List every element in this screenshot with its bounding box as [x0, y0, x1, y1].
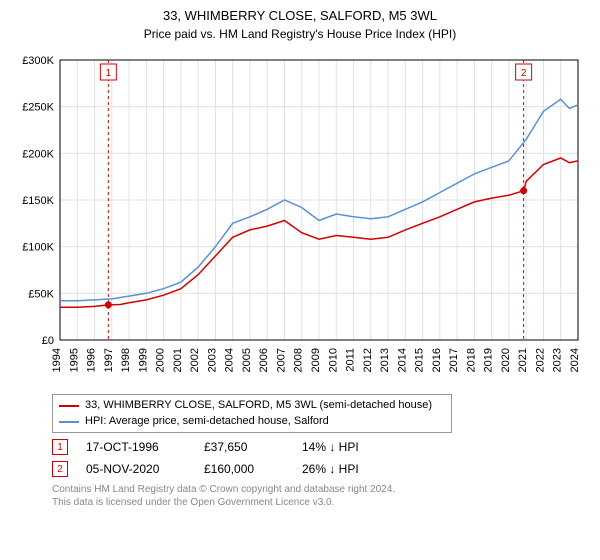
legend-swatch: [59, 421, 79, 423]
legend-label: HPI: Average price, semi-detached house,…: [85, 414, 329, 429]
svg-text:2024: 2024: [569, 348, 581, 372]
point-delta: 26% ↓ HPI: [302, 462, 359, 476]
svg-text:2004: 2004: [224, 348, 236, 372]
svg-text:2017: 2017: [448, 348, 460, 372]
svg-text:2007: 2007: [275, 348, 287, 372]
svg-text:1994: 1994: [51, 348, 63, 372]
point-id-box: 1: [52, 439, 68, 455]
svg-text:2023: 2023: [552, 348, 564, 372]
point-date: 05-NOV-2020: [86, 462, 186, 476]
chart-plot-area: £0 £50K £100K £150K £200K £250K £300K 1994 1995 1…: [12, 48, 588, 388]
chart-container: 33, WHIMBERRY CLOSE, SALFORD, M5 3WL Pri…: [0, 0, 600, 560]
svg-text:£200K: £200K: [22, 149, 54, 161]
svg-text:2019: 2019: [483, 348, 495, 372]
legend-label: 33, WHIMBERRY CLOSE, SALFORD, M5 3WL (se…: [85, 398, 432, 413]
svg-text:2002: 2002: [189, 348, 201, 372]
svg-text:2005: 2005: [241, 348, 253, 372]
svg-text:1998: 1998: [120, 348, 132, 372]
svg-text:£250K: £250K: [22, 102, 54, 114]
point-row: 2 05-NOV-2020 £160,000 26% ↓ HPI: [52, 461, 588, 477]
svg-text:2010: 2010: [327, 348, 339, 372]
point-row: 1 17-OCT-1996 £37,650 14% ↓ HPI: [52, 439, 588, 455]
svg-text:2015: 2015: [414, 348, 426, 372]
license-line-2: This data is licensed under the Open Gov…: [52, 496, 588, 509]
svg-text:1995: 1995: [68, 348, 80, 372]
svg-text:2021: 2021: [517, 348, 529, 372]
svg-text:2008: 2008: [293, 348, 305, 372]
svg-text:2: 2: [521, 68, 527, 79]
svg-text:2009: 2009: [310, 348, 322, 372]
marker-points-table: 1 17-OCT-1996 £37,650 14% ↓ HPI 2 05-NOV-2020…: [52, 439, 588, 477]
point-id-box: 2: [52, 461, 68, 477]
svg-text:2018: 2018: [465, 348, 477, 372]
legend-item: HPI: Average price, semi-detached house,…: [59, 414, 445, 429]
svg-text:2000: 2000: [155, 348, 167, 372]
svg-text:1: 1: [106, 68, 112, 79]
license-text: Contains HM Land Registry data © Crown c…: [52, 483, 588, 509]
svg-text:1997: 1997: [103, 348, 115, 372]
point-date: 17-OCT-1996: [86, 440, 186, 454]
svg-text:£100K: £100K: [22, 242, 54, 254]
svg-text:1999: 1999: [137, 348, 149, 372]
svg-text:2022: 2022: [534, 348, 546, 372]
svg-text:£0: £0: [42, 335, 54, 347]
line-chart-svg: £0 £50K £100K £150K £200K £250K £300K 1994 1995 1…: [12, 48, 588, 388]
chart-title: 33, WHIMBERRY CLOSE, SALFORD, M5 3WL: [12, 8, 588, 25]
point-price: £160,000: [204, 462, 284, 476]
svg-text:2013: 2013: [379, 348, 391, 372]
point-price: £37,650: [204, 440, 284, 454]
svg-text:£150K: £150K: [22, 195, 54, 207]
svg-text:1996: 1996: [86, 348, 98, 372]
svg-text:2016: 2016: [431, 348, 443, 372]
chart-subtitle: Price paid vs. HM Land Registry's House …: [12, 27, 588, 43]
svg-text:2003: 2003: [206, 348, 218, 372]
chart-legend: 33, WHIMBERRY CLOSE, SALFORD, M5 3WL (se…: [52, 394, 452, 433]
svg-text:2006: 2006: [258, 348, 270, 372]
license-line-1: Contains HM Land Registry data © Crown c…: [52, 483, 588, 496]
svg-text:2020: 2020: [500, 348, 512, 372]
svg-text:£50K: £50K: [28, 289, 54, 301]
svg-text:2001: 2001: [172, 348, 184, 372]
point-delta: 14% ↓ HPI: [302, 440, 359, 454]
svg-text:£300K: £300K: [22, 55, 54, 67]
svg-text:2014: 2014: [396, 348, 408, 372]
legend-swatch: [59, 405, 79, 407]
legend-item: 33, WHIMBERRY CLOSE, SALFORD, M5 3WL (se…: [59, 398, 445, 413]
svg-text:2011: 2011: [345, 348, 357, 372]
svg-text:2012: 2012: [362, 348, 374, 372]
